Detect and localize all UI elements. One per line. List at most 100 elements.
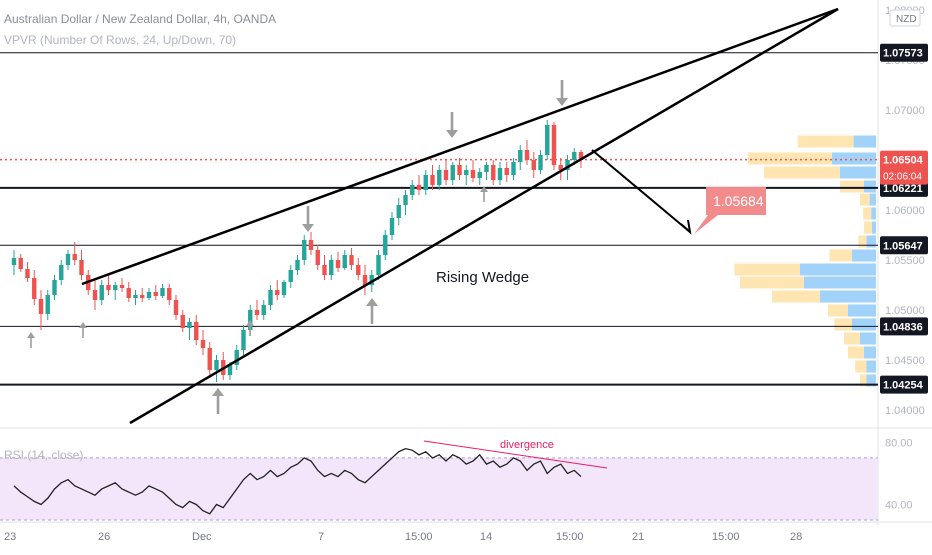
wedge-lower-trendline[interactable] <box>129 7 839 425</box>
candle-body[interactable] <box>295 260 300 270</box>
candle-body[interactable] <box>92 290 98 300</box>
level-price-label[interactable] <box>880 317 928 336</box>
candle-body[interactable] <box>25 269 30 278</box>
candle-body[interactable] <box>464 170 469 175</box>
candle-body[interactable] <box>518 150 523 162</box>
candle-body[interactable] <box>194 322 199 340</box>
candle-body[interactable] <box>146 292 152 298</box>
candle-body[interactable] <box>248 310 253 330</box>
candle-body[interactable] <box>254 310 260 315</box>
candle-body[interactable] <box>119 285 125 288</box>
projection-arrow-line[interactable] <box>591 149 691 233</box>
candle-body[interactable] <box>342 255 347 268</box>
candle-body[interactable] <box>187 322 192 328</box>
candle-body[interactable] <box>207 348 212 370</box>
candle-body[interactable] <box>497 168 503 180</box>
candle-body[interactable] <box>470 170 476 178</box>
swing-up-arrow[interactable] <box>246 320 254 336</box>
swing-down-arrow[interactable] <box>556 80 568 106</box>
swing-up-arrow[interactable] <box>366 298 378 324</box>
candle-body[interactable] <box>32 278 37 299</box>
candle-body[interactable] <box>349 255 354 265</box>
candle-body[interactable] <box>437 170 442 185</box>
candle-body[interactable] <box>551 125 557 165</box>
candle-body[interactable] <box>173 300 179 315</box>
level-price-label[interactable] <box>880 236 928 255</box>
candle-body[interactable] <box>538 155 543 170</box>
candle-body[interactable] <box>133 295 138 298</box>
candle-body[interactable] <box>52 280 57 295</box>
candle-body[interactable] <box>308 240 314 250</box>
candle-body[interactable] <box>214 360 219 370</box>
candle-body[interactable] <box>443 170 449 180</box>
swing-up-arrow[interactable] <box>27 332 35 348</box>
divergence-line[interactable] <box>423 440 608 469</box>
candle-body[interactable] <box>477 172 482 178</box>
candle-body[interactable] <box>322 265 327 275</box>
candle-body[interactable] <box>430 175 435 185</box>
candle-body[interactable] <box>72 254 77 260</box>
candle-body[interactable] <box>160 288 165 296</box>
candle-body[interactable] <box>572 152 577 160</box>
candle-body[interactable] <box>261 305 266 315</box>
candle-body[interactable] <box>315 250 320 265</box>
candle-body[interactable] <box>288 270 293 282</box>
candle-body[interactable] <box>369 275 374 285</box>
candle-body[interactable] <box>18 258 23 269</box>
candle-body[interactable] <box>180 315 185 328</box>
candle-body[interactable] <box>268 290 273 305</box>
level-price-label[interactable] <box>880 43 928 62</box>
rsi-indicator-label[interactable]: RSI (14, close) <box>4 448 84 462</box>
candle-body[interactable] <box>545 125 550 155</box>
swing-up-arrow[interactable] <box>480 186 488 202</box>
candle-body[interactable] <box>558 165 563 170</box>
candle-body[interactable] <box>423 175 428 190</box>
candle-body[interactable] <box>403 195 408 205</box>
candle-body[interactable] <box>11 258 17 265</box>
candle-body[interactable] <box>59 265 64 280</box>
candle-body[interactable] <box>376 255 381 275</box>
candle-body[interactable] <box>126 288 131 298</box>
candle-body[interactable] <box>99 285 104 300</box>
currency-badge[interactable] <box>889 9 921 27</box>
swing-down-arrow[interactable] <box>302 206 314 232</box>
candle-body[interactable] <box>356 265 361 275</box>
symbol-title[interactable]: Australian Dollar / New Zealand Dollar, … <box>4 12 277 26</box>
candle-body[interactable] <box>484 165 489 172</box>
candle-body[interactable] <box>234 350 239 365</box>
candle-body[interactable] <box>511 162 516 175</box>
candle-body[interactable] <box>416 185 422 190</box>
candle-body[interactable] <box>531 160 536 170</box>
candle-body[interactable] <box>106 285 111 290</box>
candle-body[interactable] <box>167 288 172 300</box>
target-callout[interactable] <box>694 187 766 234</box>
candle-body[interactable] <box>281 282 287 295</box>
candle-body[interactable] <box>153 292 158 296</box>
candle-body[interactable] <box>329 260 334 275</box>
candle-body[interactable] <box>227 365 233 375</box>
candle-body[interactable] <box>396 205 401 218</box>
swing-up-arrow[interactable] <box>212 388 224 414</box>
candle-body[interactable] <box>200 340 206 348</box>
candle-body[interactable] <box>450 165 455 180</box>
candle-body[interactable] <box>335 260 341 268</box>
wedge-upper-trendline[interactable] <box>81 7 839 286</box>
candle-body[interactable] <box>65 254 71 265</box>
candle-body[interactable] <box>275 290 280 295</box>
level-price-label[interactable] <box>880 375 928 394</box>
candle-body[interactable] <box>565 160 570 170</box>
candle-body[interactable] <box>79 260 84 275</box>
candle-body[interactable] <box>140 295 145 298</box>
candle-body[interactable] <box>362 275 368 285</box>
current-price-label[interactable] <box>880 150 928 185</box>
rsi-line[interactable] <box>13 447 582 515</box>
candle-body[interactable] <box>457 165 462 175</box>
candle-body[interactable] <box>383 235 388 255</box>
candle-body[interactable] <box>578 152 584 160</box>
candle-body[interactable] <box>504 168 509 175</box>
candle-body[interactable] <box>45 295 50 314</box>
candle-body[interactable] <box>302 240 307 260</box>
candle-body[interactable] <box>38 299 44 314</box>
candle-body[interactable] <box>113 285 118 290</box>
